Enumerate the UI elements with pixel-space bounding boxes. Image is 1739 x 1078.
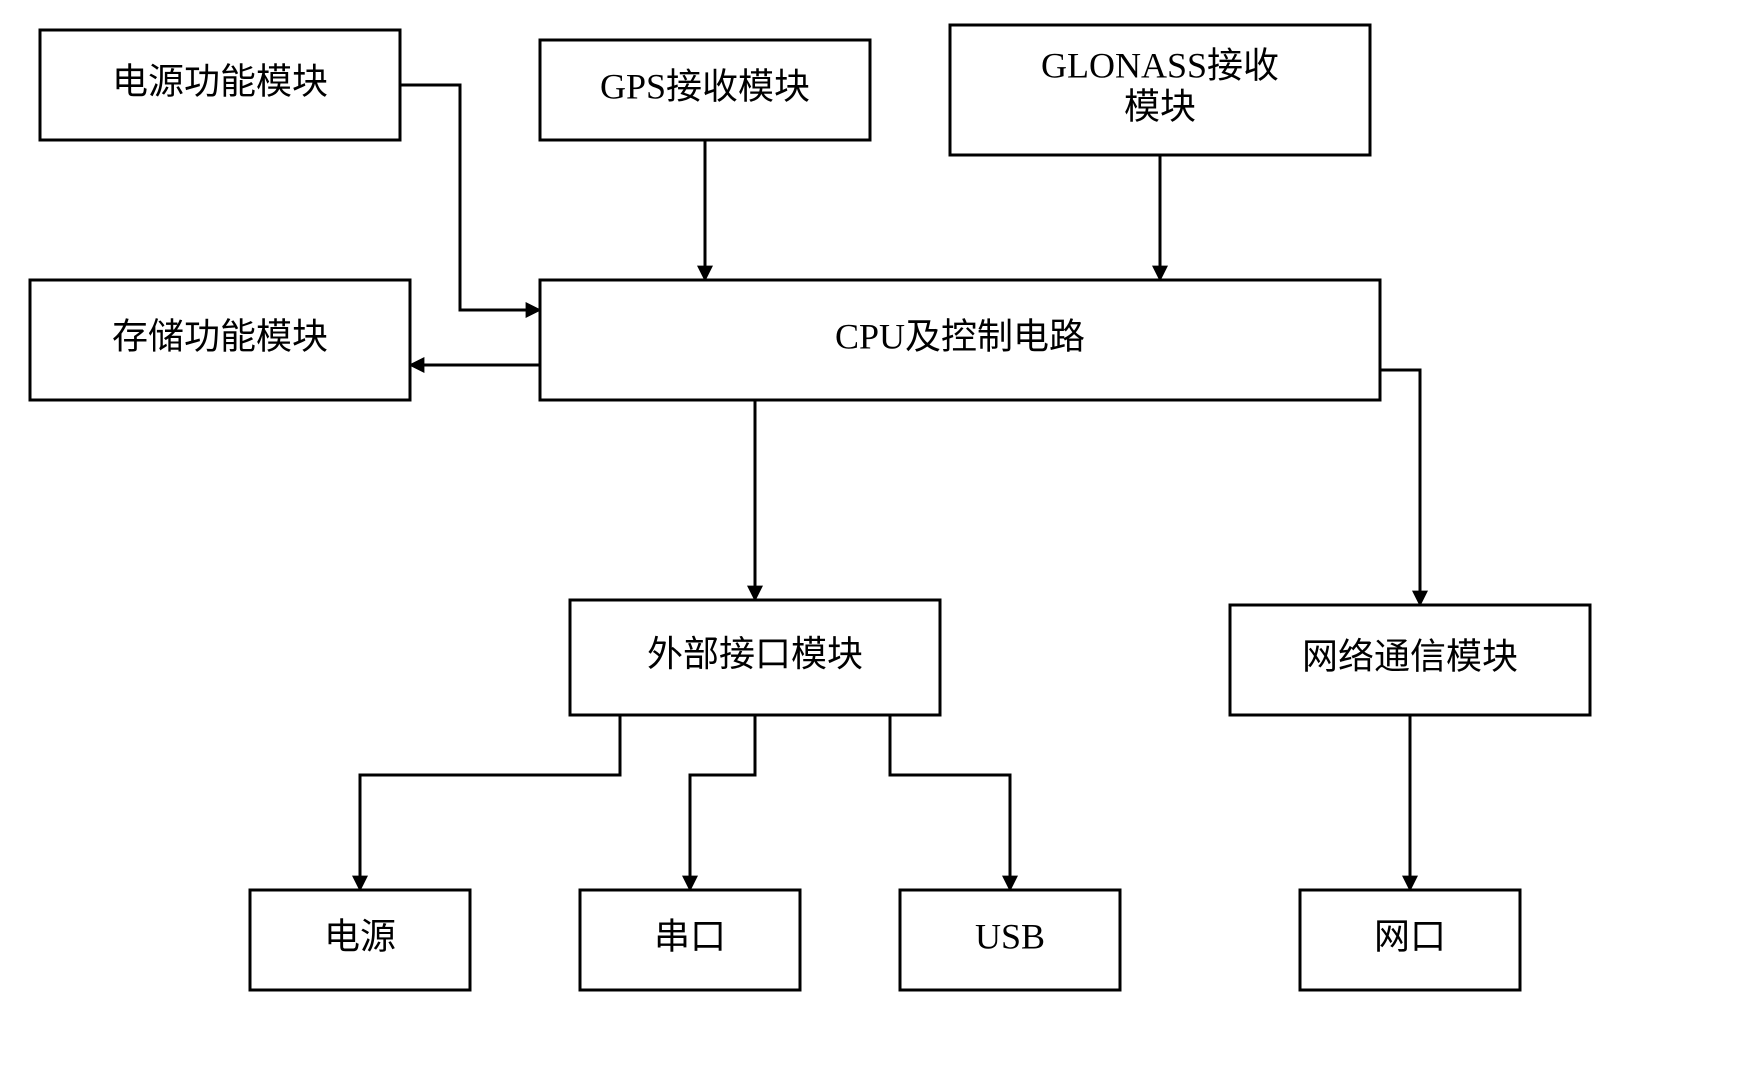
nodes-group: 电源功能模块 GPS接收模块 GLONASS接收模块存储功能模块 CPU及控制电路外部… (30, 25, 1590, 990)
node-glonass_rx: GLONASS接收模块 (950, 25, 1370, 155)
edge-ext_if-to-serial (690, 715, 755, 890)
node-storage_fn: 存储功能模块 (30, 280, 410, 400)
node-serial-label: 串口 (654, 916, 726, 956)
node-power: 电源 (250, 890, 470, 990)
node-netport: 网口 (1300, 890, 1520, 990)
node-power-label: 电源 (324, 916, 396, 956)
node-gps_rx-label: GPS接收模块 (600, 66, 810, 106)
node-serial: 串口 (580, 890, 800, 990)
edge-power_fn-to-cpu (400, 85, 540, 310)
node-power_fn-label: 电源功能模块 (112, 61, 328, 101)
node-power_fn: 电源功能模块 (40, 30, 400, 140)
flowchart-canvas: 电源功能模块 GPS接收模块 GLONASS接收模块存储功能模块 CPU及控制电路外部… (0, 0, 1739, 1078)
node-usb: USB (900, 890, 1120, 990)
node-netport-label: 网口 (1374, 916, 1446, 956)
node-cpu-label: CPU及控制电路 (835, 316, 1085, 356)
edge-ext_if-to-power (360, 715, 620, 890)
node-net_comm: 网络通信模块 (1230, 605, 1590, 715)
node-ext_if: 外部接口模块 (570, 600, 940, 715)
node-net_comm-label: 网络通信模块 (1302, 636, 1518, 676)
node-gps_rx: GPS接收模块 (540, 40, 870, 140)
node-cpu: CPU及控制电路 (540, 280, 1380, 400)
node-ext_if-label: 外部接口模块 (647, 634, 863, 674)
edge-ext_if-to-usb (890, 715, 1010, 890)
node-usb-label: USB (975, 916, 1045, 956)
edges-group (360, 85, 1420, 890)
edge-cpu-to-net_comm (1380, 370, 1420, 605)
node-storage_fn-label: 存储功能模块 (112, 316, 328, 356)
